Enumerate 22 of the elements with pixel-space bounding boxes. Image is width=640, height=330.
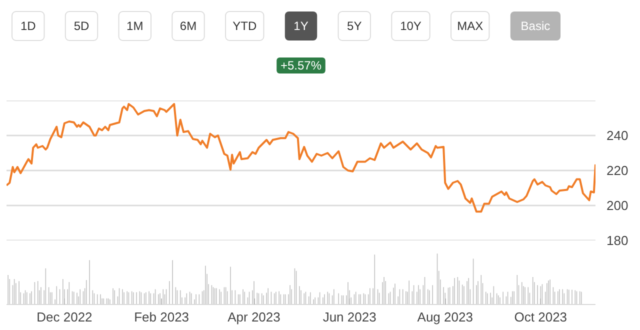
text: 1M [126,19,144,33]
y-tick-label: 180 [606,233,628,248]
x-tick-label: Jun 2023 [322,310,376,324]
y-tick-label: 200 [606,198,628,213]
y-tick-label: 240 [606,128,628,143]
x-tick-label: Feb 2023 [134,310,190,324]
y-tick-label: 220 [606,163,628,178]
text: 5Y [347,19,362,33]
x-tick-label: Dec 2022 [36,310,92,324]
x-tick-label: Aug 2023 [417,310,473,324]
text: MAX [457,19,484,33]
text: YTD [232,19,257,33]
text: Basic [520,19,550,33]
x-tick-label: Oct 2023 [514,310,568,324]
text: 1Y [294,19,308,33]
text: 6M [180,19,197,33]
text: 1D [20,19,36,33]
text: 10Y [400,19,422,33]
x-tick-label: Apr 2023 [228,310,280,324]
text: 5D [74,19,90,33]
text: +5.57% [280,58,322,72]
line-series [6,103,596,213]
